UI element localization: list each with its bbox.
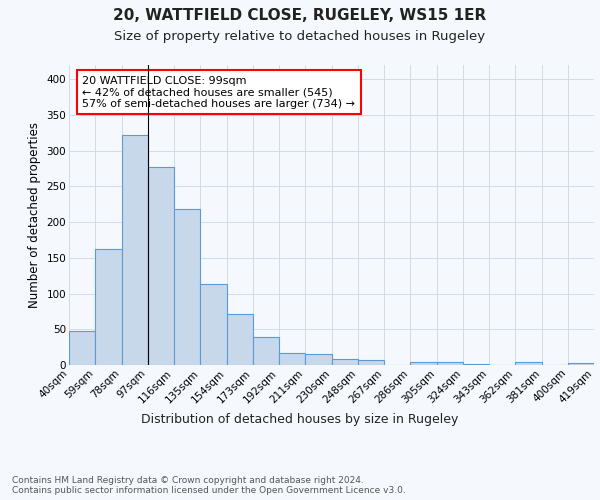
Bar	[305, 354, 331, 365]
Bar	[253, 337, 279, 365]
Bar	[410, 362, 437, 365]
Bar	[174, 208, 200, 365]
Text: Distribution of detached houses by size in Rugeley: Distribution of detached houses by size …	[142, 412, 458, 426]
Text: Contains HM Land Registry data © Crown copyright and database right 2024.
Contai: Contains HM Land Registry data © Crown c…	[12, 476, 406, 495]
Y-axis label: Number of detached properties: Number of detached properties	[28, 122, 41, 308]
Bar	[200, 284, 227, 365]
Text: Size of property relative to detached houses in Rugeley: Size of property relative to detached ho…	[115, 30, 485, 43]
Text: 20 WATTFIELD CLOSE: 99sqm
← 42% of detached houses are smaller (545)
57% of semi: 20 WATTFIELD CLOSE: 99sqm ← 42% of detac…	[82, 76, 355, 109]
Bar	[463, 364, 489, 365]
Bar	[437, 362, 463, 365]
Bar	[331, 358, 358, 365]
Bar	[121, 135, 148, 365]
Bar	[279, 353, 305, 365]
Bar	[568, 363, 594, 365]
Bar	[95, 250, 121, 365]
Bar	[227, 314, 253, 365]
Text: 20, WATTFIELD CLOSE, RUGELEY, WS15 1ER: 20, WATTFIELD CLOSE, RUGELEY, WS15 1ER	[113, 8, 487, 22]
Bar	[148, 167, 174, 365]
Bar	[358, 360, 384, 365]
Bar	[515, 362, 542, 365]
Bar	[69, 332, 95, 365]
